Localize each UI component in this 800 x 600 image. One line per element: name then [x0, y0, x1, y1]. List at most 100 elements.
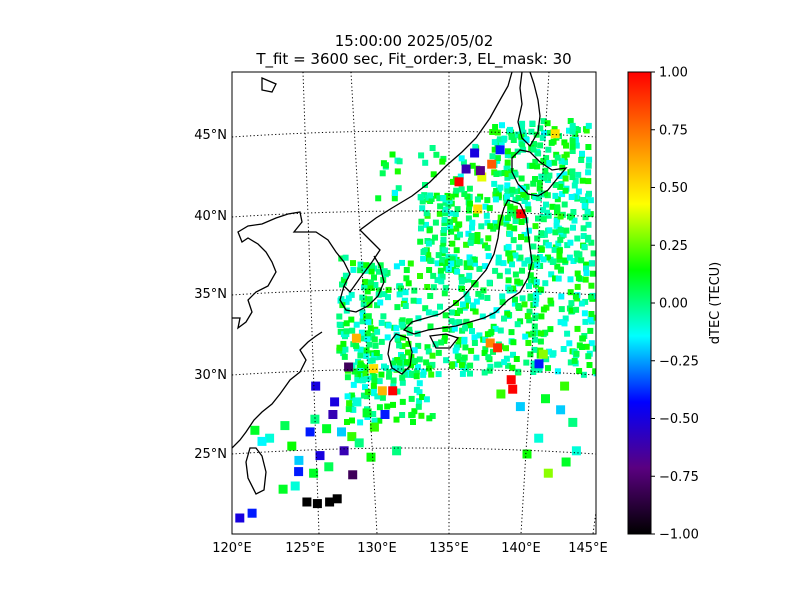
tec-cell-field — [549, 259, 556, 265]
tec-cell-sparse — [352, 397, 362, 407]
coast-kyushu — [387, 333, 413, 375]
tec-cell-field — [542, 280, 549, 287]
tec-cell-field — [389, 151, 396, 158]
tec-cell-field — [544, 209, 550, 216]
tec-cell-field — [425, 252, 432, 259]
tec-cell-field — [407, 260, 414, 267]
tec-cell-field — [550, 350, 557, 357]
tec-cell-field — [363, 262, 370, 269]
tec-cell-sparse — [541, 394, 550, 404]
tec-cell-field — [579, 150, 585, 157]
tec-cell-field — [512, 271, 519, 278]
tec-cell-point — [534, 359, 544, 369]
tec-cell-field — [466, 322, 473, 329]
tec-cell-field — [411, 347, 418, 354]
tec-cell-field — [418, 412, 425, 419]
tec-cell-field — [569, 122, 576, 129]
tec-cell-field — [492, 267, 499, 274]
tec-cell-field — [461, 191, 468, 197]
tec-cell-field — [336, 344, 343, 351]
tec-cell-field — [447, 210, 453, 217]
tec-cell-sparse — [337, 427, 346, 437]
tec-cell-field — [557, 226, 564, 233]
tec-cell-field — [506, 231, 513, 237]
tec-cell-field — [399, 374, 406, 381]
tec-cell-field — [394, 335, 401, 342]
tec-cell-field — [461, 354, 468, 361]
tec-cell-field — [414, 330, 421, 337]
tec-cell-point — [305, 427, 315, 437]
tec-cell-field — [364, 288, 371, 295]
tec-cell-field — [524, 201, 531, 208]
tec-cell-field — [540, 306, 547, 313]
tec-cell-field — [424, 284, 431, 290]
coast-hokkaido — [511, 149, 568, 197]
tec-cell-field — [576, 368, 583, 374]
tec-cell-field — [427, 257, 434, 264]
tec-cell-field — [528, 128, 535, 135]
tec-cell-field — [530, 180, 537, 187]
tec-cell-field — [529, 162, 536, 169]
tec-cell-field — [504, 171, 511, 177]
tec-cell-field — [515, 195, 522, 201]
tec-cell-field — [523, 194, 530, 200]
tec-cell-field — [549, 203, 556, 210]
tec-cell-field — [468, 233, 475, 239]
tec-cell-field — [554, 209, 560, 216]
tec-cell-field — [569, 143, 576, 150]
tec-cell-sparse — [543, 468, 553, 478]
tec-cell-field — [493, 307, 500, 314]
tec-cell-field — [517, 254, 524, 261]
tec-cell-sparse — [257, 436, 267, 446]
tec-cell-field — [540, 216, 547, 223]
tec-cell-field — [537, 125, 544, 132]
tec-cell-field — [482, 203, 489, 210]
tec-cell-field — [350, 260, 356, 267]
tec-cell-sparse — [280, 421, 290, 431]
tec-cell-field — [462, 325, 468, 332]
tec-cell-field — [568, 300, 575, 307]
tec-cell-field — [507, 255, 514, 262]
tec-cell-field — [487, 363, 494, 370]
tec-cell-field — [427, 323, 434, 330]
tec-cell-field — [531, 323, 538, 330]
tec-cell-field — [469, 328, 475, 334]
tec-cells — [235, 118, 596, 523]
tec-cell-field — [422, 305, 429, 312]
tec-cell-point — [311, 381, 321, 391]
tec-cell-field — [445, 254, 452, 261]
tec-cell-field — [368, 268, 375, 275]
tec-cell-field — [448, 228, 455, 235]
tec-cell-field — [530, 364, 537, 370]
tec-cell-field — [481, 369, 488, 376]
tec-cell-field — [399, 412, 406, 418]
tec-cell-field — [468, 347, 475, 354]
tec-cell-field — [501, 359, 508, 366]
tec-cell-field — [507, 203, 514, 210]
tec-cell-field — [364, 389, 371, 395]
tec-cell-field — [353, 342, 360, 349]
tec-cell-field — [521, 231, 528, 238]
tec-cell-field — [396, 291, 403, 298]
tec-cell-field — [370, 411, 377, 417]
tec-cell-field — [495, 259, 502, 266]
tec-cell-point — [470, 148, 480, 158]
tec-cell-field — [466, 185, 473, 192]
tec-cell-field — [552, 192, 559, 199]
tec-cell-field — [410, 297, 417, 304]
tec-cell-field — [441, 290, 448, 297]
tec-cell-field — [505, 250, 512, 257]
tec-cell-field — [555, 240, 562, 247]
tec-cell-field — [384, 403, 391, 410]
tec-cell-sparse — [265, 433, 275, 443]
tec-cell-field — [554, 196, 561, 203]
graticule — [232, 72, 596, 534]
tec-cell-field — [442, 312, 449, 319]
colorbar-gradient — [627, 71, 652, 535]
tec-cell-field — [466, 272, 473, 279]
tec-cell-field — [568, 307, 575, 314]
tec-cell-field — [523, 136, 530, 143]
tec-cell-field — [399, 379, 406, 386]
tec-cell-field — [371, 274, 377, 281]
colorbar-tick-label: −0.75 — [659, 470, 699, 485]
